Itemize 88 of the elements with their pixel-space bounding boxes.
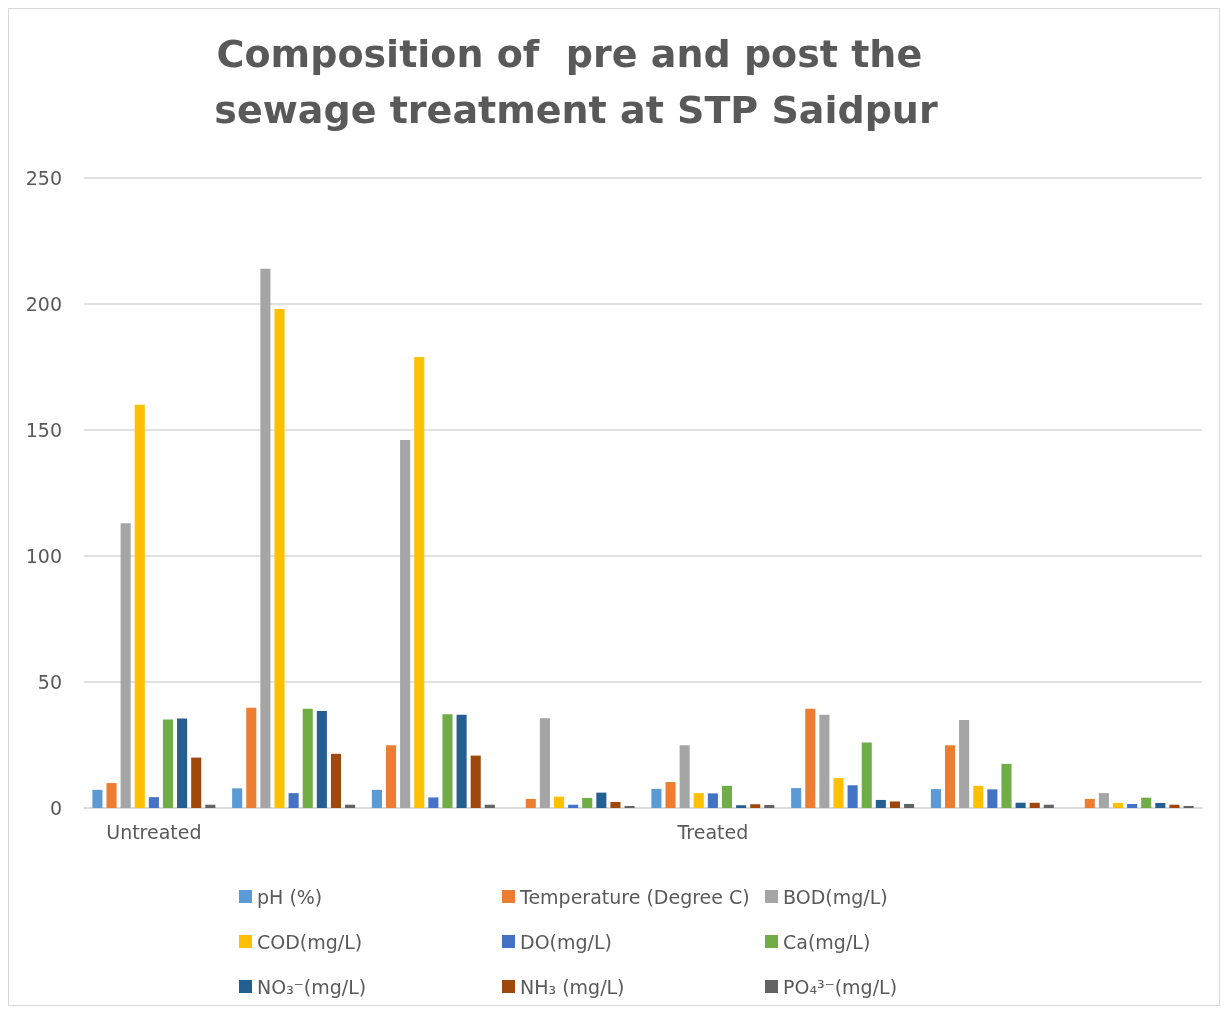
bar [679,745,690,808]
bar [904,803,915,808]
legend-label: pH (%) [257,885,323,908]
bar [177,718,188,808]
bar [693,793,704,808]
bar [1098,793,1109,808]
bar [1155,802,1166,808]
bar [568,804,579,808]
bar [330,753,341,808]
bar [106,783,117,808]
y-tick-label: 50 [37,671,62,693]
bar [596,792,607,808]
bar [791,788,802,808]
bar [1029,802,1040,808]
y-tick-label: 150 [25,419,62,441]
bar [1141,797,1152,808]
x-tick-label: Treated [676,820,749,843]
bar [833,778,844,808]
bar [414,356,425,808]
bar [1127,803,1138,808]
legend-label: NO₃⁻(mg/L) [257,975,367,998]
bar [371,789,382,808]
bar [1043,804,1054,808]
bar [847,785,858,808]
bar [148,797,159,808]
bar [288,793,299,808]
legend-label: PO₄³⁻(mg/L) [783,975,898,998]
bar [400,440,411,808]
bar [442,714,453,808]
legend-label: DO(mg/L) [520,930,612,953]
bar [764,804,775,808]
bar [316,710,327,808]
bar [945,745,956,808]
y-tick-label: 100 [25,545,62,567]
legend-label: Ca(mg/L) [783,930,871,953]
bar [707,793,718,808]
x-tick-label: Untreated [106,820,202,843]
bar [1015,802,1026,808]
y-tick-label: 0 [49,797,62,819]
bar [750,804,761,808]
bar [987,789,998,808]
bar [1001,763,1012,808]
bar [246,707,257,808]
legend-label: BOD(mg/L) [783,885,888,908]
bar [805,708,816,808]
bar [470,755,481,808]
bar [162,719,174,808]
legend-label: COD(mg/L) [257,930,363,953]
bar [819,714,830,808]
bar [721,785,733,808]
bar [484,804,495,808]
bar [553,796,565,808]
y-tick-label: 250 [25,167,62,189]
bar [205,804,216,808]
bar [134,404,145,808]
y-tick-label: 200 [25,293,62,315]
bar [302,708,313,808]
bar [539,718,550,808]
legend-label: Temperature (Degree C) [519,885,750,908]
bar [345,804,356,808]
bar [973,785,984,808]
legend-label: NH₃ (mg/L) [520,975,625,998]
bar [260,268,271,808]
bar [665,782,676,808]
bar [274,309,285,808]
bar [386,745,397,808]
bar [92,789,103,808]
bar [1084,798,1095,808]
bar [861,742,872,808]
chart-title: Composition of pre and post the sewage treatment at STP Saidpur [214,32,938,132]
bar [120,523,131,808]
bar [1169,804,1180,808]
bar [610,801,621,808]
bar [930,789,941,808]
bar [232,788,243,808]
bar [889,801,900,808]
bar [582,797,593,808]
bar [428,797,439,808]
bar [525,798,536,808]
bar [1112,802,1124,808]
bar [959,720,970,808]
bar [456,714,467,808]
bar [624,805,635,808]
bar [651,788,662,808]
bar [875,799,886,808]
bar [191,757,202,808]
bar [1183,805,1194,808]
bar [736,805,747,808]
